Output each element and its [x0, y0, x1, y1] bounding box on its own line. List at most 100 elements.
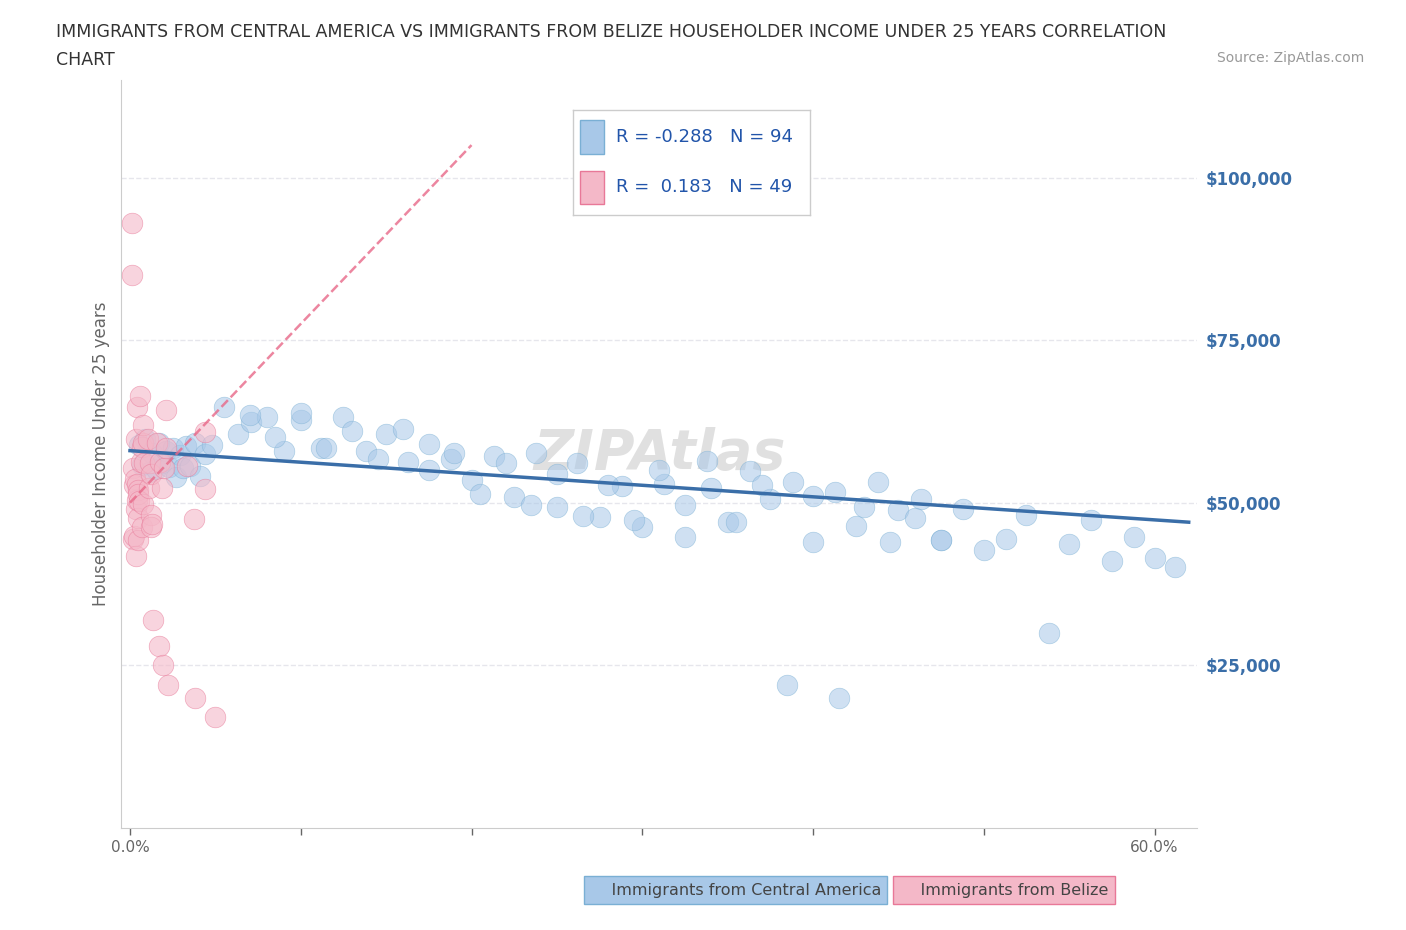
Point: [129, 389, 152, 404]
Point: [952, 502, 974, 517]
Point: [396, 454, 419, 469]
Point: [1164, 559, 1187, 574]
Point: [588, 510, 610, 525]
Point: [546, 499, 568, 514]
Point: [141, 517, 163, 532]
Point: [148, 638, 170, 653]
Point: [290, 412, 312, 427]
Point: [152, 658, 174, 672]
Point: [1123, 529, 1146, 544]
Point: [134, 432, 156, 446]
Point: [141, 445, 163, 460]
Point: [520, 498, 543, 512]
Point: [204, 710, 226, 724]
Point: [879, 535, 901, 550]
Point: [375, 426, 398, 441]
Point: [124, 472, 146, 486]
Point: [121, 216, 143, 231]
Point: [824, 485, 846, 499]
Point: [315, 441, 337, 456]
Point: [156, 677, 179, 692]
Text: Source: ZipAtlas.com: Source: ZipAtlas.com: [1216, 51, 1364, 65]
Point: [460, 472, 482, 487]
Point: [155, 441, 177, 456]
Point: [184, 690, 207, 705]
Point: [139, 456, 162, 471]
Point: [738, 464, 761, 479]
Point: [1143, 551, 1166, 565]
Point: [782, 474, 804, 489]
Text: CHART: CHART: [56, 51, 115, 69]
Point: [631, 520, 654, 535]
Point: [155, 403, 177, 418]
Point: [1057, 537, 1080, 551]
Point: [994, 532, 1017, 547]
Point: [418, 436, 440, 451]
Point: [124, 501, 146, 516]
Point: [139, 508, 162, 523]
Point: [125, 549, 148, 564]
Point: [131, 520, 153, 535]
Point: [162, 441, 184, 456]
Point: [132, 497, 155, 512]
Point: [201, 437, 224, 452]
Point: [264, 430, 287, 445]
Point: [141, 520, 163, 535]
Point: [129, 454, 152, 469]
Point: [124, 477, 146, 492]
Point: [127, 486, 149, 501]
Point: [309, 440, 332, 455]
Point: [717, 514, 740, 529]
Point: [124, 528, 146, 543]
Point: [138, 481, 160, 496]
Point: [145, 436, 167, 451]
Point: [673, 498, 696, 512]
Point: [141, 613, 163, 628]
Point: [776, 677, 799, 692]
Point: [929, 533, 952, 548]
Point: [155, 443, 177, 458]
Point: [290, 405, 312, 420]
Point: [148, 436, 170, 451]
Point: [153, 460, 176, 475]
Point: [443, 445, 465, 460]
Point: [654, 476, 676, 491]
Point: [122, 460, 145, 475]
Point: [696, 454, 718, 469]
Point: [149, 455, 172, 470]
Point: [1015, 507, 1038, 522]
Point: [482, 448, 505, 463]
Point: [226, 427, 249, 442]
Point: [904, 511, 927, 525]
Point: [238, 408, 260, 423]
Point: [176, 458, 198, 473]
Point: [571, 508, 593, 523]
Point: [127, 533, 149, 548]
Point: [139, 466, 162, 481]
Point: [418, 462, 440, 477]
Point: [169, 447, 191, 462]
Point: [1038, 625, 1060, 640]
Point: [152, 456, 174, 471]
Point: [131, 440, 153, 455]
Point: [150, 481, 173, 496]
Point: [127, 492, 149, 507]
Point: [134, 455, 156, 470]
Point: [623, 512, 645, 527]
Point: [176, 438, 198, 453]
Point: [179, 458, 201, 473]
Point: [503, 489, 526, 504]
Point: [128, 493, 150, 508]
Point: [240, 415, 263, 430]
Point: [124, 432, 146, 446]
Point: [340, 423, 363, 438]
Point: [673, 530, 696, 545]
Point: [751, 478, 773, 493]
Point: [132, 435, 155, 450]
Point: [610, 479, 633, 494]
Point: [194, 482, 217, 497]
Point: [332, 409, 354, 424]
Point: [256, 409, 278, 424]
Point: [125, 400, 148, 415]
Point: [801, 489, 824, 504]
